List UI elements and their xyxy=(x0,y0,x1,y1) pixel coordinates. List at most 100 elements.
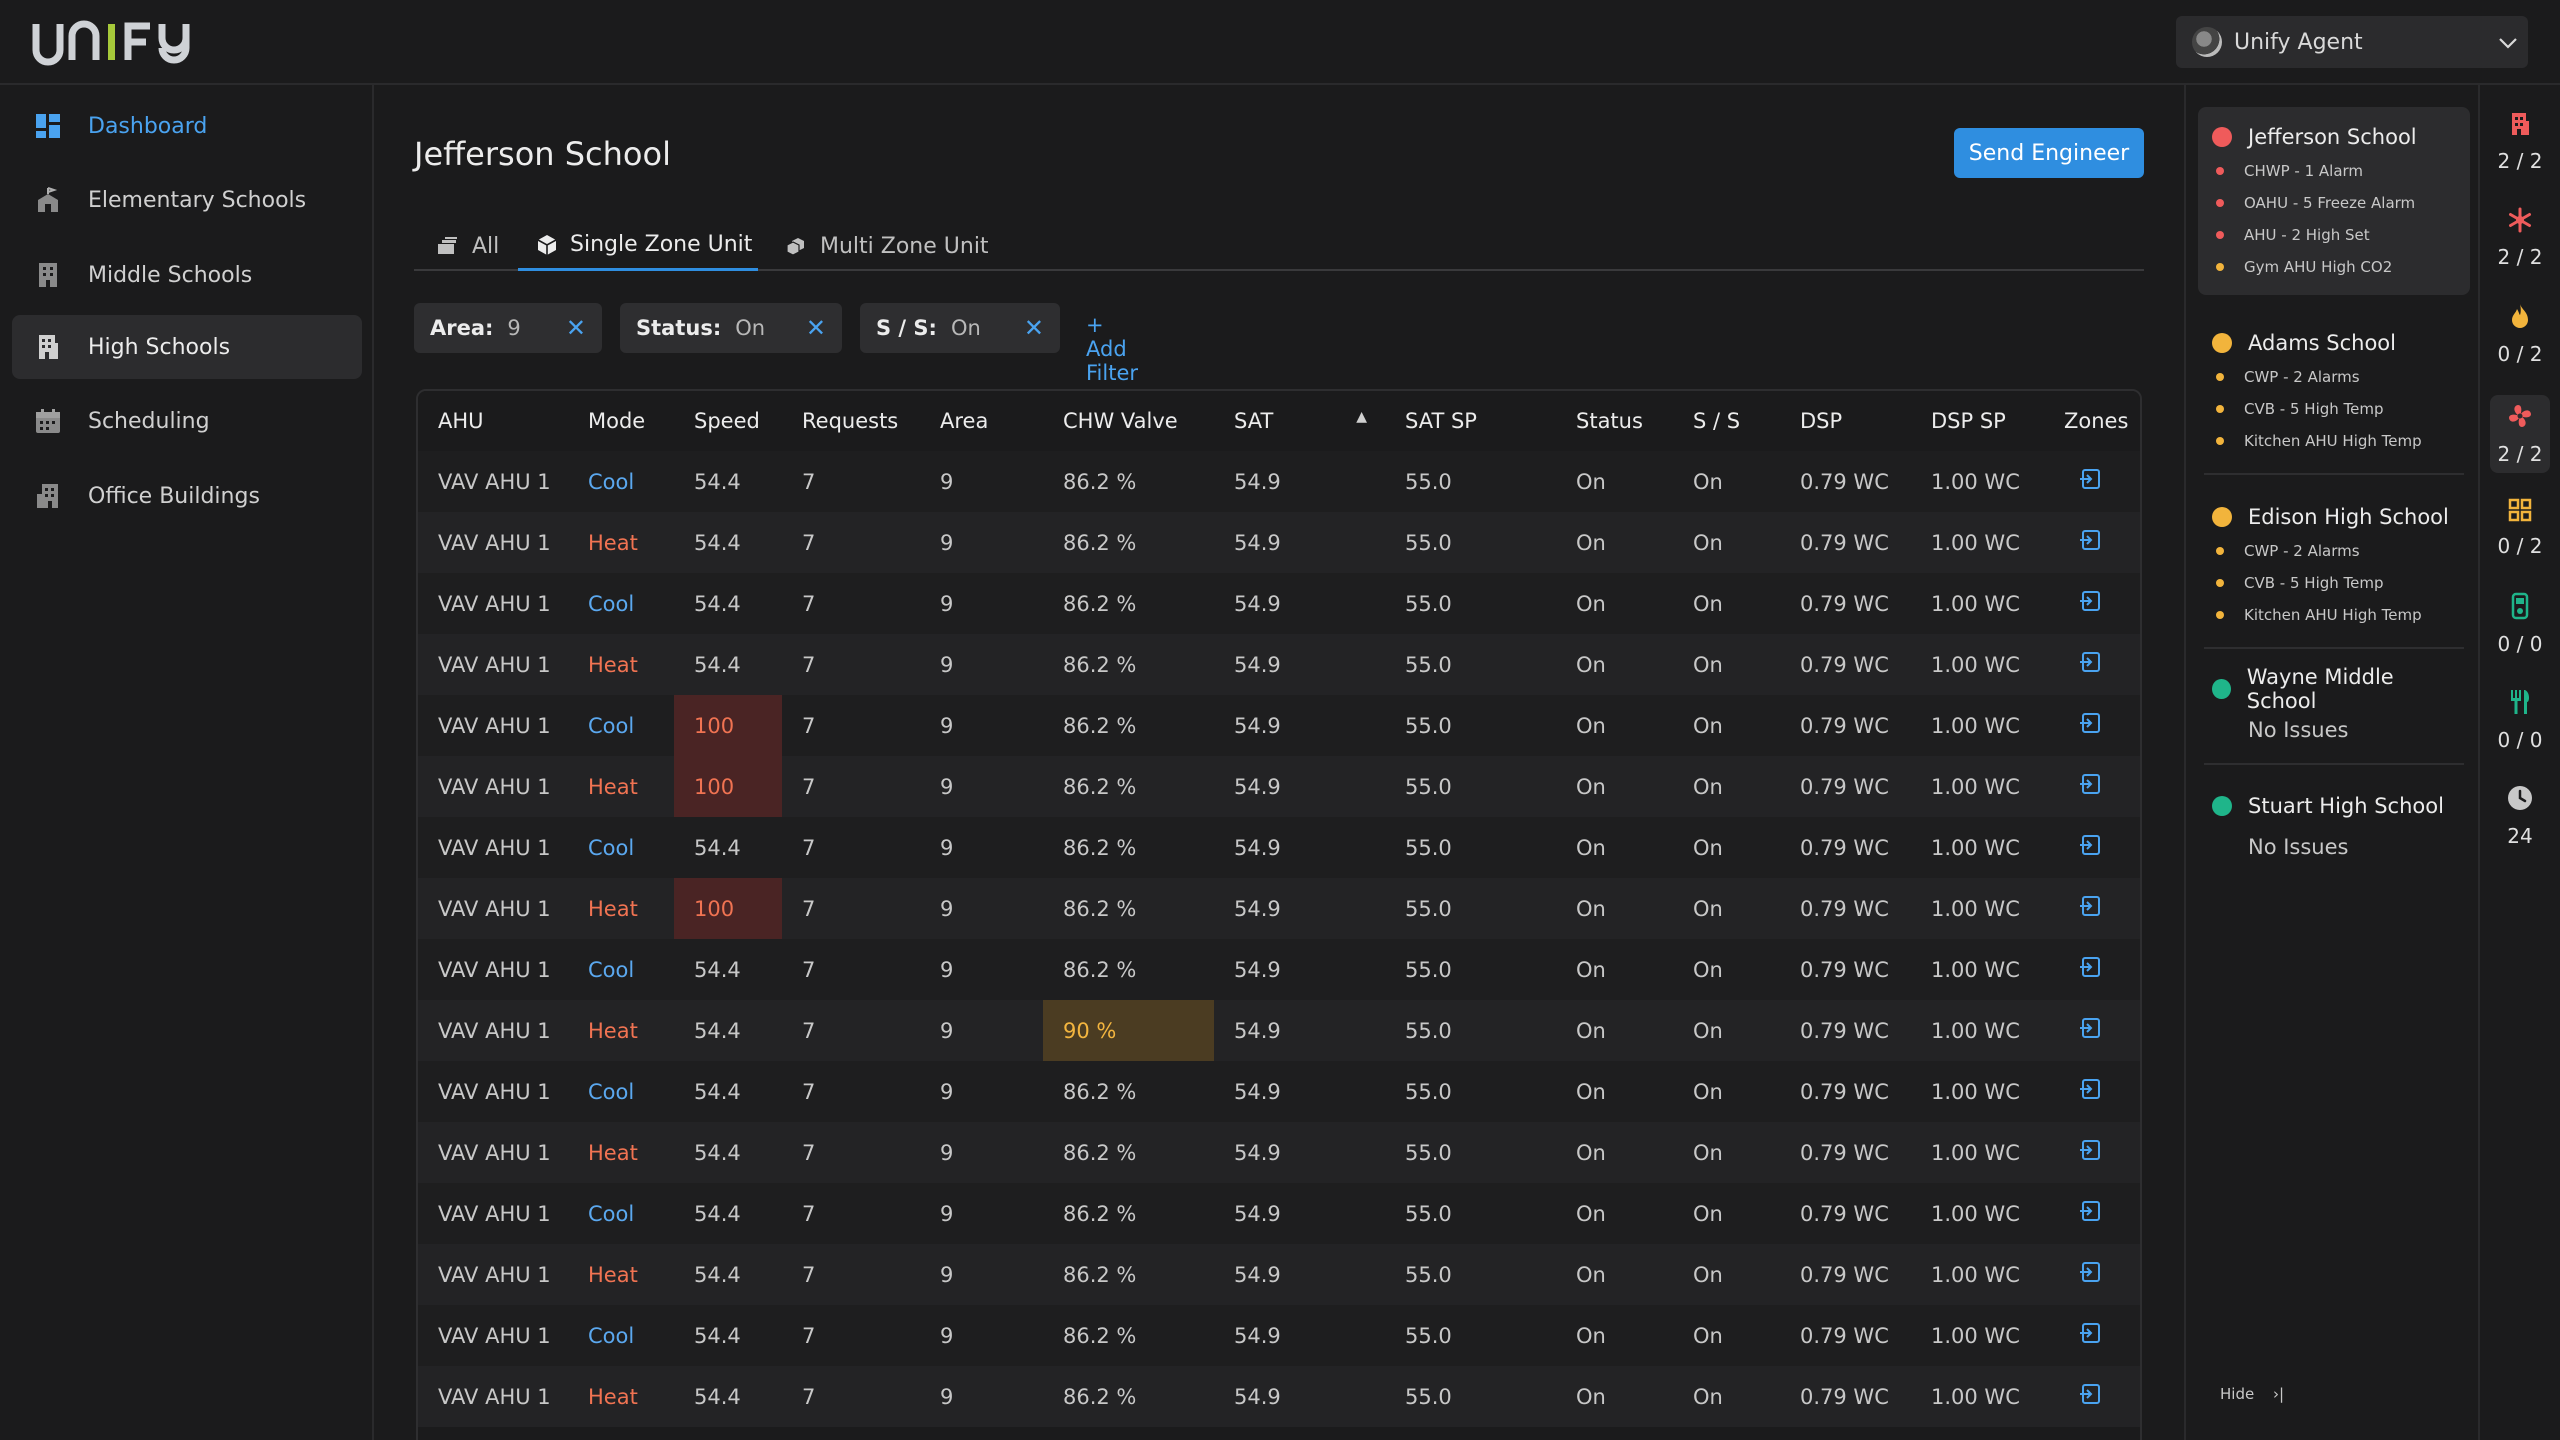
col-header-sat-sp[interactable]: SAT SP xyxy=(1385,391,1556,451)
col-header-speed[interactable]: Speed xyxy=(674,391,782,451)
cell-status: On xyxy=(1556,1366,1673,1427)
alert-item[interactable]: Kitchen AHU High Temp xyxy=(2212,425,2456,457)
alert-item[interactable]: CHWP - 1 Alarm xyxy=(2212,155,2456,187)
alert-card-jefferson-school[interactable]: Jefferson School CHWP - 1 Alarm OAHU - 5… xyxy=(2198,107,2470,295)
sidebar-item-high-schools[interactable]: High Schools xyxy=(12,315,362,379)
cell-sat-sp: 55.0 xyxy=(1385,878,1556,939)
sort-asc-icon[interactable]: ▲ xyxy=(1356,409,1367,425)
open-zones-icon[interactable] xyxy=(2078,1016,2102,1045)
col-header-dsp[interactable]: DSP xyxy=(1780,391,1911,451)
filter-chip-status[interactable]: Status: On ✕ xyxy=(620,303,842,353)
alert-card-stuart-high-school[interactable]: Stuart High School No Issues xyxy=(2198,776,2470,882)
table-row[interactable]: VAV AHU 1 Cool 100 7 9 86.2 % 54.9 55.0 On On 0.79… xyxy=(418,695,2140,756)
col-header-ss[interactable]: S / S xyxy=(1673,391,1780,451)
open-zones-icon[interactable] xyxy=(2078,1260,2102,1289)
stat-schedule[interactable]: 24 xyxy=(2490,777,2550,855)
open-zones-icon[interactable] xyxy=(2078,1077,2102,1106)
close-icon[interactable]: ✕ xyxy=(1023,314,1044,342)
alert-card-adams-school[interactable]: Adams School CWP - 2 Alarms CVB - 5 High… xyxy=(2198,313,2470,469)
table-row[interactable]: VAV AHU 1 Cool 54.4 7 9 86.2 % 54.9 55.0 On On 0.7… xyxy=(418,573,2140,634)
alert-item[interactable]: CWP - 2 Alarms xyxy=(2212,361,2456,393)
sidebar-item-office-buildings[interactable]: Office Buildings xyxy=(12,464,362,528)
stat-heat-alerts[interactable]: 0 / 2 xyxy=(2490,295,2550,373)
cell-sat-sp: 55.0 xyxy=(1385,695,1556,756)
table-row[interactable]: VAV AHU 1 Cool 54.4 7 9 86.2 % 54.9 55.0 On On 0.7… xyxy=(418,1305,2140,1366)
table-row[interactable]: VAV AHU 1 Heat 100 7 9 86.2 % 54.9 55.0 On On 0.79… xyxy=(418,756,2140,817)
cell-dsp: 0.79 WC xyxy=(1780,634,1911,695)
open-zones-icon[interactable] xyxy=(2078,894,2102,923)
tab-all[interactable]: All xyxy=(436,227,499,271)
close-icon[interactable]: ✕ xyxy=(805,314,826,342)
tab-single-zone-unit[interactable]: Single Zone Unit xyxy=(518,227,758,271)
cell-sat: 54.9 xyxy=(1214,1000,1385,1061)
alert-item[interactable]: CVB - 5 High Temp xyxy=(2212,567,2456,599)
stat-grid-alerts[interactable]: 0 / 2 xyxy=(2490,489,2550,567)
cell-mode: Cool xyxy=(568,939,674,1000)
close-icon[interactable]: ✕ xyxy=(565,314,586,342)
col-header-area[interactable]: Area xyxy=(920,391,1043,451)
table-row[interactable]: VAV AHU 1 Heat 54.4 7 9 86.2 % 54.9 55.0 On On 0.7… xyxy=(418,1122,2140,1183)
table-row[interactable]: VAV AHU 1 Heat 100 7 9 86.2 % 54.9 55.0 On On 0.79… xyxy=(418,878,2140,939)
table-row[interactable]: VAV AHU 1 Cool 54.4 7 9 86.2 % 54.9 55.0 On On 0.7… xyxy=(418,451,2140,512)
stat-freeze-alerts[interactable]: 2 / 2 xyxy=(2490,199,2550,277)
alert-item[interactable]: AHU - 2 High Set xyxy=(2212,219,2456,251)
stat-building-alerts[interactable]: 2 / 2 xyxy=(2490,103,2550,181)
cell-requests: 7 xyxy=(782,1244,920,1305)
alert-item[interactable]: Kitchen AHU High Temp xyxy=(2212,599,2456,631)
alert-card-edison-high-school[interactable]: Edison High School CWP - 2 Alarms CVB - … xyxy=(2198,487,2470,643)
tab-multi-zone-unit[interactable]: Multi Zone Unit xyxy=(784,227,989,271)
open-zones-icon[interactable] xyxy=(2078,467,2102,496)
sidebar-item-scheduling[interactable]: Scheduling xyxy=(12,389,362,453)
table-row[interactable]: VAV AHU 1 Heat 54.4 7 9 90 % 54.9 55.0 On On 0.79 … xyxy=(418,1000,2140,1061)
table-row[interactable]: VAV AHU 1 Cool 54.4 7 9 86.2 % 54.9 55.0 On On 0.7… xyxy=(418,939,2140,1000)
sidebar-item-elementary-schools[interactable]: Elementary Schools xyxy=(12,168,362,232)
agent-selector[interactable]: Unify Agent xyxy=(2176,16,2528,68)
col-header-zones[interactable]: Zones xyxy=(2044,391,2140,451)
col-header-sat[interactable]: SAT ▲ xyxy=(1214,391,1385,451)
stat-fan-alerts[interactable]: 2 / 2 xyxy=(2490,395,2550,473)
col-header-requests[interactable]: Requests xyxy=(782,391,920,451)
open-zones-icon[interactable] xyxy=(2078,772,2102,801)
sidebar-item-middle-schools[interactable]: Middle Schools xyxy=(12,243,362,307)
open-zones-icon[interactable] xyxy=(2078,833,2102,862)
filter-chip-ss[interactable]: S / S: On ✕ xyxy=(860,303,1060,353)
alert-item[interactable]: Gym AHU High CO2 xyxy=(2212,251,2456,283)
table-row[interactable]: VAV AHU 1 Cool 54.4 7 9 86.2 % 54.9 55.0 On On 0.7… xyxy=(418,1183,2140,1244)
table-row[interactable]: VAV AHU 1 Heat 54.4 7 9 86.2 % 54.9 55.0 On On 0.7… xyxy=(418,1366,2140,1427)
open-zones-icon[interactable] xyxy=(2078,528,2102,557)
alert-item[interactable]: CWP - 2 Alarms xyxy=(2212,535,2456,567)
open-zones-icon[interactable] xyxy=(2078,1138,2102,1167)
table-row[interactable]: VAV AHU 1 Cool 54.4 7 9 86.2 % 54.9 55.0 On On 0.7… xyxy=(418,1061,2140,1122)
col-header-dsp-sp[interactable]: DSP SP xyxy=(1911,391,2044,451)
send-engineer-button[interactable]: Send Engineer xyxy=(1954,128,2144,178)
open-zones-icon[interactable] xyxy=(2078,650,2102,679)
alert-card-wayne-middle-school[interactable]: Wayne Middle School No Issues xyxy=(2198,659,2470,765)
open-zones-icon[interactable] xyxy=(2078,1321,2102,1350)
table-header-row: AHU Mode Speed Requests Area CHW Valve S… xyxy=(418,391,2140,451)
col-header-ahu[interactable]: AHU xyxy=(418,391,568,451)
app-logo[interactable] xyxy=(32,16,212,68)
alert-item[interactable]: OAHU - 5 Freeze Alarm xyxy=(2212,187,2456,219)
add-filter-link[interactable]: + Add Filter xyxy=(1086,313,1139,385)
open-zones-icon[interactable] xyxy=(2078,955,2102,984)
cell-area: 9 xyxy=(920,1244,1043,1305)
sidebar-item-dashboard[interactable]: Dashboard xyxy=(12,94,362,158)
col-header-status[interactable]: Status xyxy=(1556,391,1673,451)
open-zones-icon[interactable] xyxy=(2078,711,2102,740)
table-row[interactable]: VAV AHU 1 Heat 54.4 7 9 86.2 % 54.9 55.0 On On 0.7… xyxy=(418,634,2140,695)
filter-chip-area[interactable]: Area: 9 ✕ xyxy=(414,303,602,353)
alert-item[interactable]: CVB - 5 High Temp xyxy=(2212,393,2456,425)
hide-panel-button[interactable]: Hide ›| xyxy=(2220,1385,2284,1403)
open-zones-icon[interactable] xyxy=(2078,1199,2102,1228)
table-row[interactable]: VAV AHU 1 Cool 54.4 7 9 86.2 % 54.9 55.0 On On 0.7… xyxy=(418,817,2140,878)
open-zones-icon[interactable] xyxy=(2078,1382,2102,1411)
col-header-chw-valve[interactable]: CHW Valve xyxy=(1043,391,1214,451)
table-row[interactable]: VAV AHU 1 Heat 54.4 7 9 86.2 % 54.9 55.0 On On 0.7… xyxy=(418,512,2140,573)
no-issues-text: No Issues xyxy=(2248,835,2349,859)
open-zones-icon[interactable] xyxy=(2078,589,2102,618)
stat-meter-alerts[interactable]: 0 / 0 xyxy=(2490,585,2550,663)
stat-kitchen-alerts[interactable]: 0 / 0 xyxy=(2490,681,2550,759)
table-row[interactable]: VAV AHU 1 Heat 54.4 7 9 86.2 % 54.9 55.0 On On 0.7… xyxy=(418,1244,2140,1305)
col-header-mode[interactable]: Mode xyxy=(568,391,674,451)
cell-chw-valve: 86.2 % xyxy=(1043,1183,1214,1244)
